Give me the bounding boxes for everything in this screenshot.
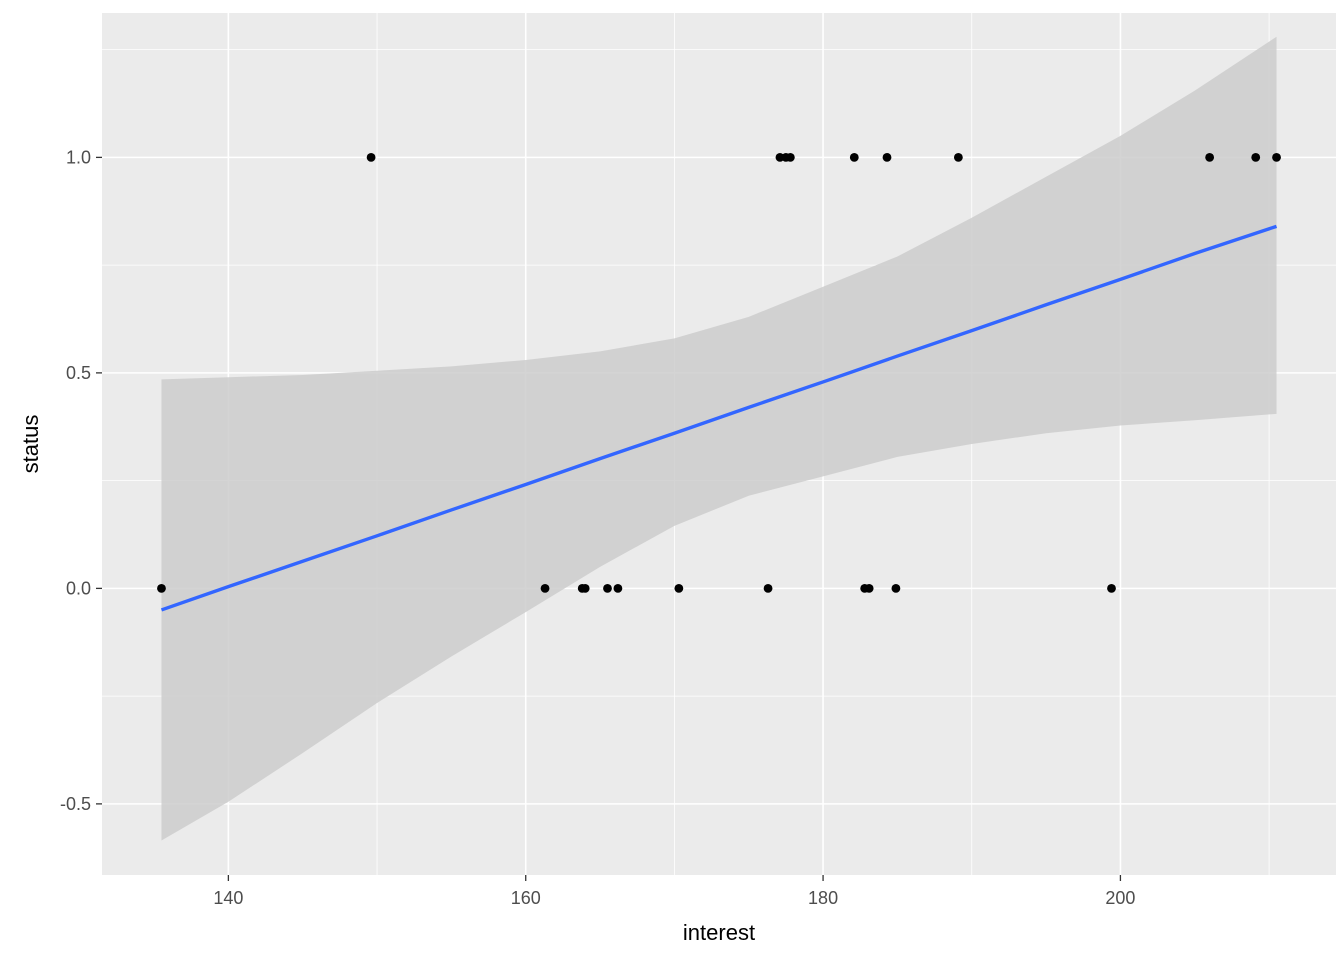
x-axis-title: interest: [683, 920, 755, 945]
data-point-6: [613, 583, 623, 593]
data-point-1: [366, 152, 376, 162]
data-point-20: [1251, 152, 1261, 162]
data-point-12: [849, 152, 859, 162]
data-point-21: [1272, 152, 1281, 162]
confidence-band: [161, 36, 1277, 841]
data-point-11: [785, 152, 795, 162]
x-axis-ticks: 140 160 180 200: [213, 875, 1135, 908]
data-point-14: [864, 583, 874, 593]
data-point-5: [603, 583, 612, 593]
y-tick-label-1: 0.0: [66, 578, 91, 598]
confidence-band-layer: [161, 36, 1277, 841]
data-point-0: [157, 583, 166, 593]
data-point-2: [540, 583, 550, 593]
data-point-18: [1107, 583, 1116, 593]
y-tick-label-0: -0.5: [60, 794, 91, 814]
x-tick-label-0: 140: [213, 888, 243, 908]
x-tick-label-1: 160: [511, 888, 541, 908]
points-layer: [157, 152, 1281, 593]
y-tick-label-3: 1.0: [66, 147, 91, 167]
data-point-4: [580, 583, 590, 593]
regression-line: [160, 224, 1278, 612]
data-point-15: [882, 152, 892, 162]
data-point-16: [891, 583, 901, 593]
data-point-17: [953, 152, 963, 162]
data-point-8: [763, 583, 773, 593]
y-axis-title: status: [18, 415, 43, 474]
x-tick-label-3: 200: [1105, 888, 1135, 908]
y-axis-ticks: -0.5 0.0 0.5 1.0: [60, 147, 102, 814]
data-point-7: [674, 583, 684, 593]
regression-line-layer: [160, 224, 1278, 612]
x-tick-label-2: 180: [808, 888, 838, 908]
data-point-19: [1205, 152, 1215, 162]
y-tick-label-2: 0.5: [66, 363, 91, 383]
